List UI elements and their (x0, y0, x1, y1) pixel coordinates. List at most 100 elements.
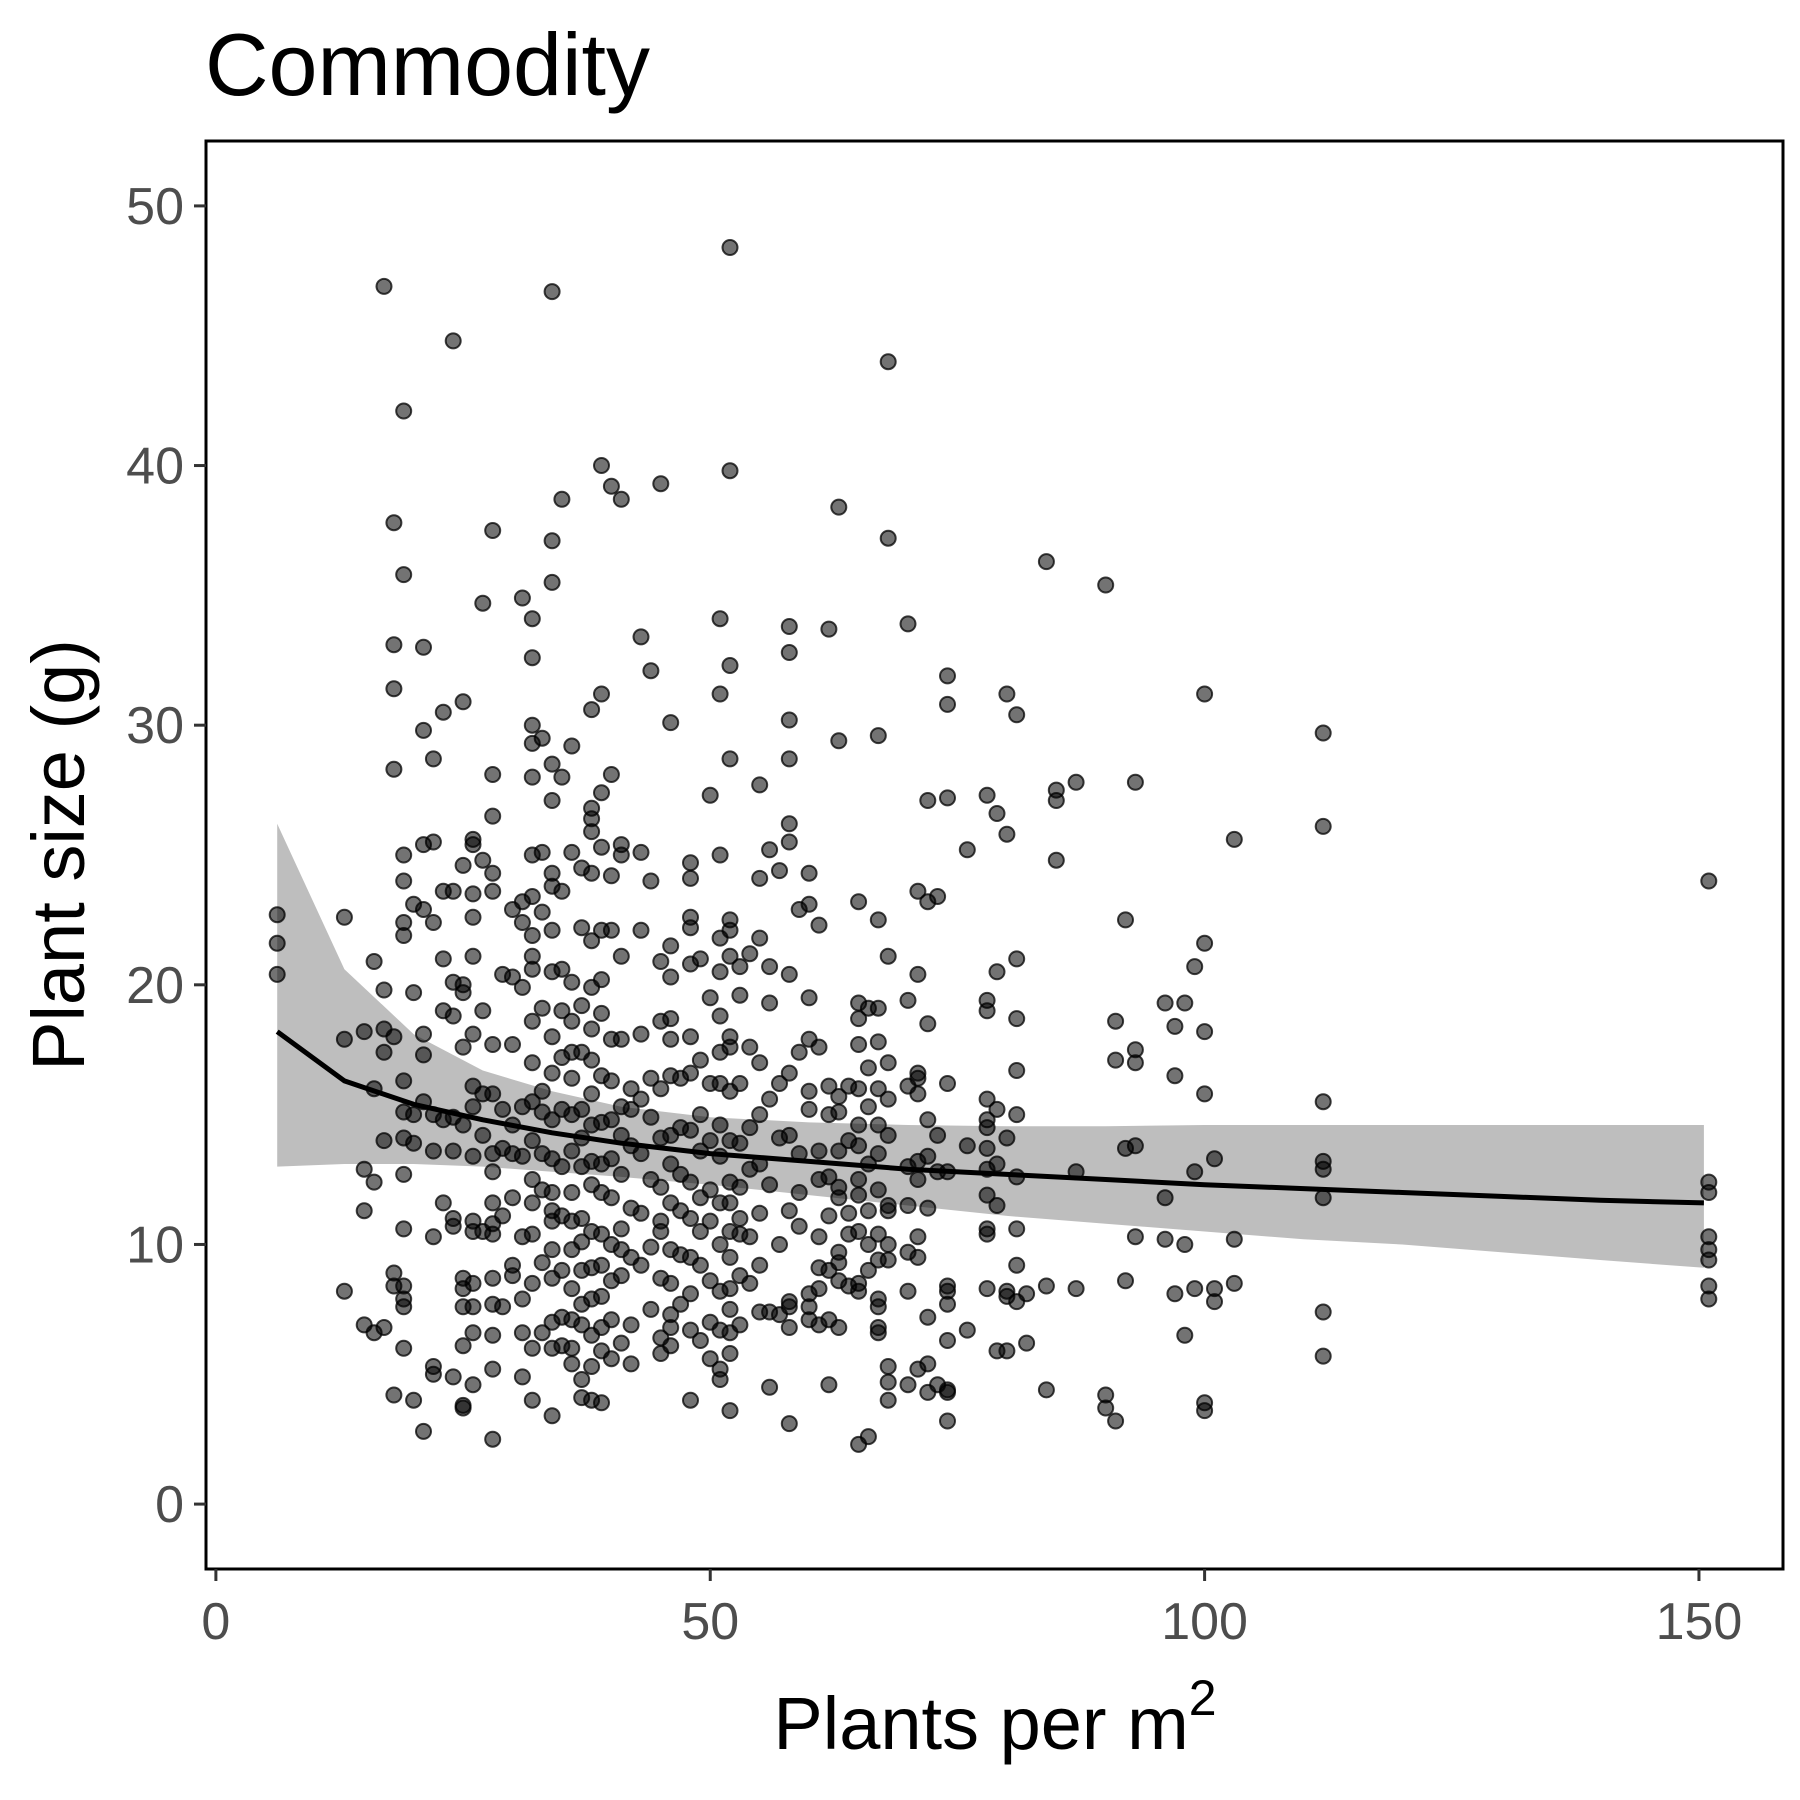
data-point (484, 1085, 502, 1103)
data-point (464, 908, 482, 926)
data-point (780, 965, 798, 983)
data-point (405, 1391, 423, 1409)
data-point (612, 846, 630, 864)
data-point (1176, 1326, 1194, 1344)
data-point (652, 1223, 670, 1240)
data-point (583, 1085, 601, 1103)
data-point (682, 1285, 699, 1303)
data-point (830, 732, 848, 750)
x-tick-label: 0 (201, 1593, 230, 1651)
data-point (711, 1371, 729, 1388)
data-point (395, 927, 413, 944)
data-point (593, 1287, 610, 1305)
data-point (474, 1002, 492, 1020)
data-point (721, 462, 739, 480)
data-point (682, 1121, 699, 1139)
data-point (869, 1181, 887, 1199)
data-point (682, 854, 699, 872)
data-point (1156, 1230, 1174, 1248)
data-point (919, 1111, 937, 1129)
data-point (939, 1332, 956, 1349)
data-point (780, 1415, 798, 1433)
data-point (484, 1036, 502, 1053)
data-point (1206, 1293, 1223, 1311)
data-point (484, 522, 502, 539)
data-point (504, 1267, 521, 1285)
data-point (385, 680, 403, 698)
data-point (375, 1319, 393, 1336)
data-point (415, 638, 432, 656)
y-tick-label: 0 (155, 1476, 184, 1534)
data-point (879, 1251, 897, 1269)
data-point (395, 846, 413, 864)
data-point (474, 594, 492, 612)
data-point (1067, 1280, 1085, 1298)
data-point (780, 815, 798, 833)
data-point (929, 888, 947, 905)
data-point (632, 1256, 650, 1274)
data-point (1156, 994, 1174, 1012)
data-point (424, 833, 442, 851)
data-point (484, 1225, 502, 1243)
data-point (761, 994, 779, 1012)
data-point (523, 768, 541, 786)
data-point (909, 1069, 927, 1087)
data-point (593, 838, 610, 856)
data-point (513, 1147, 531, 1165)
data-point (721, 947, 739, 965)
data-point (484, 1269, 502, 1287)
data-point (494, 1207, 512, 1225)
data-point (602, 1311, 620, 1329)
data-point (1314, 1093, 1332, 1111)
data-point (662, 1030, 680, 1048)
data-point (929, 1126, 947, 1144)
data-point (790, 1184, 808, 1201)
data-point (533, 843, 551, 861)
data-point (523, 1012, 541, 1030)
data-point (682, 1064, 699, 1082)
data-point (573, 1371, 591, 1388)
data-point (1008, 1220, 1026, 1238)
data-point (879, 947, 897, 965)
data-point (998, 1342, 1016, 1360)
data-point (711, 1116, 729, 1134)
data-point (939, 695, 956, 713)
data-point (741, 1228, 759, 1246)
data-point (543, 1184, 561, 1201)
data-point (484, 1163, 502, 1181)
data-point (830, 1254, 848, 1272)
data-point (869, 1225, 887, 1243)
data-point (1314, 817, 1332, 835)
data-point (909, 1228, 927, 1246)
data-point (761, 958, 779, 976)
data-point (691, 950, 709, 968)
y-tick-label: 50 (126, 178, 184, 236)
data-point (800, 989, 818, 1007)
data-point (553, 768, 571, 786)
data-point (513, 914, 531, 931)
data-point (800, 895, 818, 913)
data-point (820, 1207, 838, 1225)
data-point (850, 1282, 868, 1300)
data-point (494, 1298, 512, 1316)
data-point (721, 750, 739, 768)
data-point (721, 921, 739, 939)
data-point (879, 1358, 897, 1375)
data-point (1225, 830, 1243, 848)
data-point (1008, 1010, 1026, 1028)
data-point (879, 1090, 897, 1108)
data-point (444, 1217, 462, 1235)
data-point (1067, 773, 1085, 791)
data-point (731, 1075, 749, 1092)
data-point (701, 786, 719, 804)
data-point (632, 843, 650, 861)
data-point (523, 610, 541, 628)
data-point (415, 901, 432, 918)
x-axis: 0 50 100 150 (201, 1567, 1783, 1651)
data-point (810, 916, 828, 934)
data-point (899, 991, 917, 1009)
data-point (622, 1080, 640, 1098)
data-point (1186, 1163, 1204, 1181)
data-point (978, 1119, 996, 1137)
